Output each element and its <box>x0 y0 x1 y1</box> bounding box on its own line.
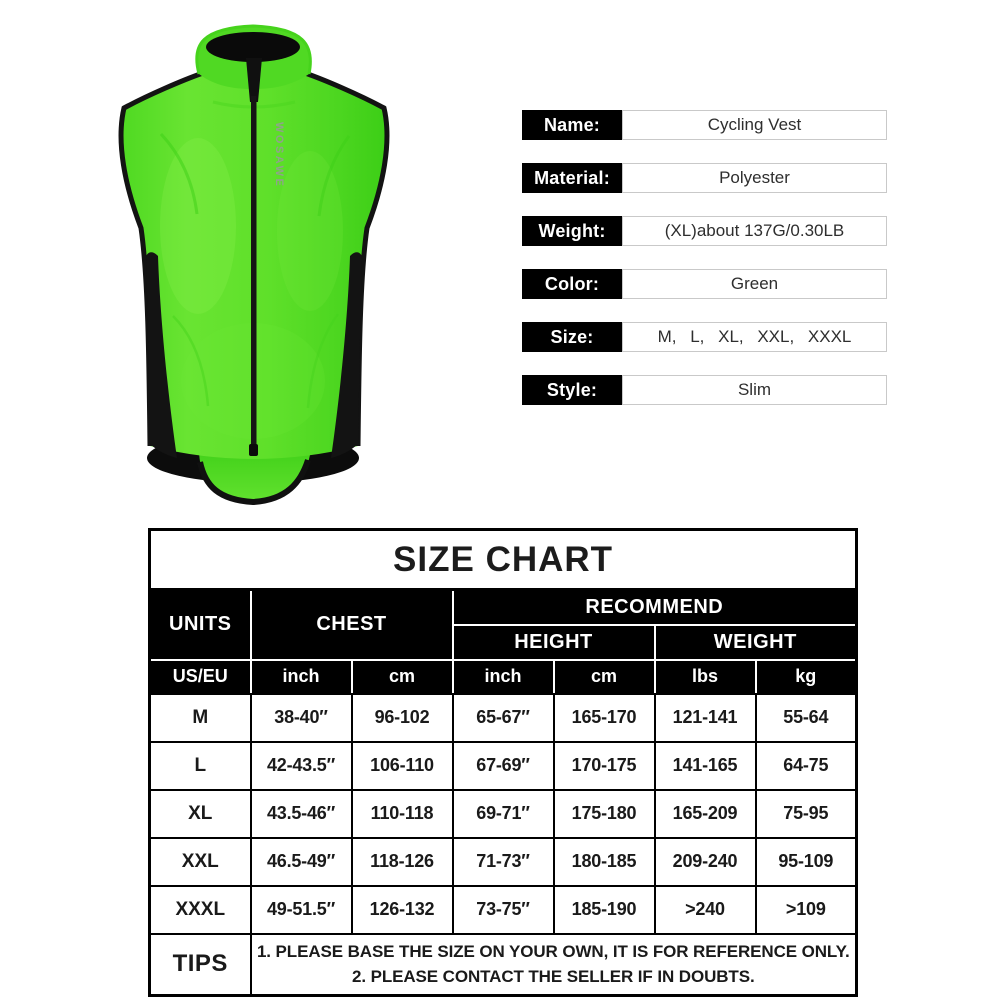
brand-logo: WOSAWE <box>273 122 285 188</box>
spec-row-weight: Weight: (XL)about 137G/0.30LB <box>522 216 888 246</box>
size-cell: L <box>148 740 252 791</box>
tips-label: TIPS <box>148 932 252 997</box>
data-cell: 95-109 <box>754 836 858 887</box>
data-cell: 75-95 <box>754 788 858 839</box>
zipper-pull <box>249 444 258 456</box>
data-cell: 46.5-49″ <box>249 836 353 887</box>
wrinkle <box>172 315 210 407</box>
data-cell: 38-40″ <box>249 692 353 743</box>
size-cell: M <box>148 692 252 743</box>
fabric-highlight <box>277 151 343 311</box>
collar-edge <box>195 24 312 75</box>
data-cell: 67-69″ <box>451 740 555 791</box>
tips-line: 1. PLEASE BASE THE SIZE ON YOUR OWN, IT … <box>256 941 850 961</box>
spec-value: Cycling Vest <box>622 110 887 140</box>
spec-row-color: Color: Green <box>522 269 888 299</box>
spec-value: M, L, XL, XXL, XXXL <box>622 322 887 352</box>
unit-cell: cm <box>350 658 454 695</box>
data-cell: 180-185 <box>552 836 656 887</box>
spec-value: Slim <box>622 375 887 405</box>
spec-label: Name: <box>522 110 622 140</box>
fabric-highlight <box>160 138 236 314</box>
data-cell: 185-190 <box>552 884 656 935</box>
zipper-garage <box>246 58 262 102</box>
back-hem-trim <box>197 459 311 506</box>
data-cell: 165-170 <box>552 692 656 743</box>
data-cell: 49-51.5″ <box>249 884 353 935</box>
wrinkle <box>306 313 340 409</box>
size-cell: XL <box>148 788 252 839</box>
spec-label: Weight: <box>522 216 622 246</box>
data-cell: 209-240 <box>653 836 757 887</box>
header-cell-height: HEIGHT <box>451 623 656 661</box>
size-chart-table: SIZE CHART UNITS CHEST RECOMMEND HEIGHT … <box>148 528 859 997</box>
data-cell: 64-75 <box>754 740 858 791</box>
unit-cell: inch <box>249 658 353 695</box>
size-chart-title: SIZE CHART <box>148 528 858 591</box>
data-cell: 73-75″ <box>451 884 555 935</box>
spec-label: Style: <box>522 375 622 405</box>
spec-label: Material: <box>522 163 622 193</box>
data-cell: 65-67″ <box>451 692 555 743</box>
data-cell: 55-64 <box>754 692 858 743</box>
size-row-m: M 38-40″ 96-102 65-67″ 165-170 121-141 5… <box>148 692 858 743</box>
tips-text: 1. PLEASE BASE THE SIZE ON YOUR OWN, IT … <box>249 932 858 997</box>
spec-label: Color: <box>522 269 622 299</box>
size-cell: XXL <box>148 836 252 887</box>
data-cell: 42-43.5″ <box>249 740 353 791</box>
spec-row-name: Name: Cycling Vest <box>522 110 888 140</box>
unit-cell: US/EU <box>148 658 252 695</box>
size-row-xxl: XXL 46.5-49″ 118-126 71-73″ 180-185 209-… <box>148 836 858 887</box>
data-cell: >240 <box>653 884 757 935</box>
spec-row-size: Size: M, L, XL, XXL, XXXL <box>522 322 888 352</box>
data-cell: >109 <box>754 884 858 935</box>
spec-value: Green <box>622 269 887 299</box>
unit-cell: inch <box>451 658 555 695</box>
data-cell: 96-102 <box>350 692 454 743</box>
unit-cell: lbs <box>653 658 757 695</box>
size-row-l: L 42-43.5″ 106-110 67-69″ 170-175 141-16… <box>148 740 858 791</box>
unit-cell: cm <box>552 658 656 695</box>
size-row-xl: XL 43.5-46″ 110-118 69-71″ 175-180 165-2… <box>148 788 858 839</box>
size-cell: XXXL <box>148 884 252 935</box>
data-cell: 170-175 <box>552 740 656 791</box>
data-cell: 69-71″ <box>451 788 555 839</box>
tips-line: 2. PLEASE CONTACT THE SELLER IF IN DOUBT… <box>352 967 755 987</box>
spec-label: Size: <box>522 322 622 352</box>
data-cell: 126-132 <box>350 884 454 935</box>
header-cell-weight: WEIGHT <box>653 623 858 661</box>
tips-row: TIPS 1. PLEASE BASE THE SIZE ON YOUR OWN… <box>148 932 858 997</box>
data-cell: 165-209 <box>653 788 757 839</box>
data-cell: 175-180 <box>552 788 656 839</box>
spec-row-material: Material: Polyester <box>522 163 888 193</box>
vest-illustration: WOSAWE <box>118 24 390 506</box>
data-cell: 71-73″ <box>451 836 555 887</box>
spec-value: Polyester <box>622 163 887 193</box>
data-cell: 118-126 <box>350 836 454 887</box>
data-cell: 141-165 <box>653 740 757 791</box>
product-photo: WOSAWE <box>103 16 413 512</box>
collar-opening <box>206 32 300 62</box>
spec-row-style: Style: Slim <box>522 375 888 405</box>
spec-value: (XL)about 137G/0.30LB <box>622 216 887 246</box>
zipper <box>251 96 257 448</box>
data-cell: 110-118 <box>350 788 454 839</box>
wrinkle <box>159 132 199 215</box>
header-cell-chest: CHEST <box>249 588 454 661</box>
data-cell: 43.5-46″ <box>249 788 353 839</box>
unit-cell: kg <box>754 658 858 695</box>
header-cell-units: UNITS <box>148 588 252 661</box>
data-cell: 121-141 <box>653 692 757 743</box>
right-side-panel <box>331 252 362 458</box>
data-cell: 106-110 <box>350 740 454 791</box>
size-row-xxxl: XXXL 49-51.5″ 126-132 73-75″ 185-190 >24… <box>148 884 858 935</box>
spec-list: Name: Cycling Vest Material: Polyester W… <box>522 110 888 405</box>
wrinkle <box>317 135 351 217</box>
left-side-panel <box>146 252 177 458</box>
header-cell-recommend: RECOMMEND <box>451 588 858 626</box>
